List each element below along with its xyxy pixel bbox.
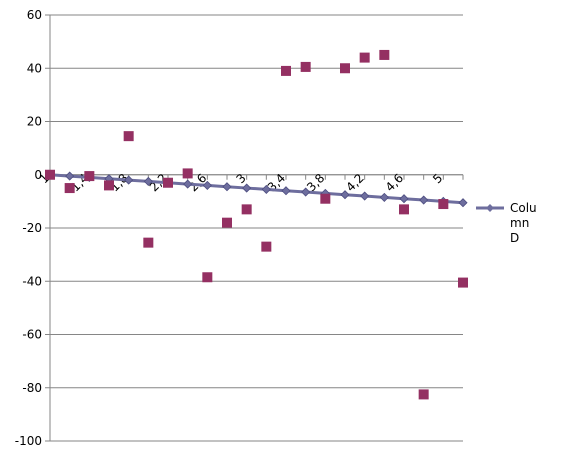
data-point-diamond — [360, 191, 370, 201]
y-tick-label: 60 — [27, 8, 42, 22]
data-point-diamond — [301, 187, 311, 197]
data-point-diamond — [458, 198, 468, 208]
legend-label: D — [510, 231, 519, 245]
data-point-square — [64, 183, 75, 194]
data-point-square — [222, 217, 232, 228]
y-tick-label: 40 — [27, 61, 42, 75]
data-point-square — [418, 389, 429, 400]
data-point-square — [163, 177, 173, 188]
y-tick-label: -100 — [15, 434, 42, 448]
data-point-square — [458, 277, 468, 288]
data-point-square — [123, 131, 134, 142]
data-point-square — [45, 169, 55, 180]
data-point-diamond — [65, 171, 75, 181]
data-point-square — [438, 199, 449, 210]
data-point-square — [182, 168, 193, 179]
x-tick-label: 5 — [430, 171, 445, 186]
data-point-diamond — [242, 183, 252, 193]
data-point-square — [261, 241, 272, 252]
data-point-square — [281, 65, 291, 76]
data-point-square — [340, 63, 350, 74]
data-point-diamond — [379, 192, 389, 202]
data-point-square — [84, 171, 95, 182]
series-line — [49, 173, 464, 205]
legend-label: mn — [510, 216, 529, 230]
data-point-square — [202, 272, 213, 283]
legend-label: Colu — [510, 201, 537, 215]
data-point-diamond — [399, 194, 409, 204]
y-tick-label: 0 — [34, 168, 42, 182]
data-point-diamond — [124, 175, 134, 185]
data-point-diamond — [222, 182, 232, 192]
y-tick-label: -20 — [22, 221, 42, 235]
data-point-diamond — [183, 179, 193, 189]
series-scatter-group — [45, 49, 468, 400]
data-point-square — [143, 237, 154, 248]
data-point-diamond — [340, 190, 350, 200]
data-point-diamond — [419, 195, 429, 205]
data-point-square — [399, 204, 409, 215]
series — [45, 49, 468, 400]
y-tick-label: -40 — [22, 274, 42, 288]
data-point-square — [359, 52, 370, 63]
y-tick-label: -80 — [22, 381, 42, 395]
data-point-square — [241, 204, 252, 215]
data-point-square — [300, 61, 311, 72]
data-point-diamond — [261, 184, 271, 194]
series-line-group — [45, 170, 468, 208]
data-point-diamond — [143, 176, 153, 186]
data-point-diamond — [202, 180, 212, 190]
data-point-diamond — [281, 186, 291, 196]
data-point-square — [104, 180, 114, 191]
data-point-square — [320, 193, 331, 204]
data-point-square — [379, 49, 390, 60]
gridlines — [50, 14, 463, 442]
y-tick-labels: 60 40 20 0 -20 -40 -60 -80 -100 — [15, 8, 42, 448]
legend-marker — [486, 204, 494, 212]
y-tick-label: -60 — [22, 328, 42, 342]
y-tick-label: 20 — [27, 115, 42, 129]
